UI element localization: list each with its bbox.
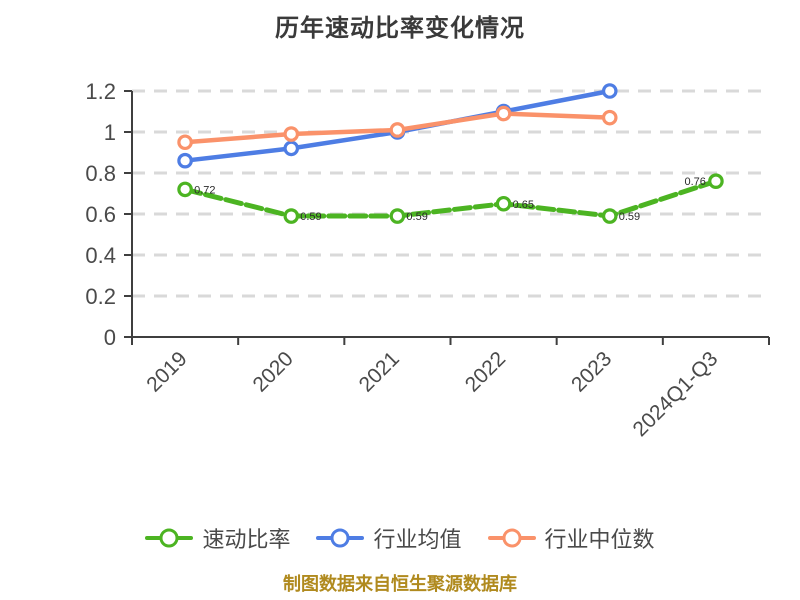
svg-text:1: 1 xyxy=(104,120,116,145)
svg-text:1.2: 1.2 xyxy=(85,79,116,104)
chart-title: 历年速动比率变化情况 xyxy=(275,15,525,42)
legend-item-label: 速动比率 xyxy=(202,527,291,552)
series-quick-ratio: 0.72 0.59 0.59 0.65 0.59 0.76 xyxy=(177,173,724,224)
svg-text:0: 0 xyxy=(104,325,116,350)
y-tick-labels: 0 0.2 0.4 0.6 0.8 1 1.2 xyxy=(85,79,116,350)
plot-area: 0 0.2 0.4 0.6 0.8 1 1.2 2019 2020 2021 2022 2023 202… xyxy=(85,79,770,441)
series-industry-median xyxy=(177,105,618,151)
svg-text:0.65: 0.65 xyxy=(513,199,534,211)
svg-text:2019: 2019 xyxy=(142,347,191,396)
svg-text:0.72: 0.72 xyxy=(194,184,215,196)
svg-text:2023: 2023 xyxy=(567,347,616,396)
svg-text:0.59: 0.59 xyxy=(619,211,640,223)
legend-item-quick-ratio[interactable]: 速动比率 xyxy=(145,522,290,554)
line-circle-marker-icon xyxy=(316,528,365,548)
legend-item-industry-mean[interactable]: 行业均值 xyxy=(316,522,462,554)
svg-text:0.8: 0.8 xyxy=(85,161,116,186)
svg-text:2020: 2020 xyxy=(248,347,297,396)
svg-text:0.4: 0.4 xyxy=(85,243,116,268)
svg-text:2022: 2022 xyxy=(461,347,510,396)
legend-item-label: 行业中位数 xyxy=(544,527,655,552)
legend: 速动比率 行业均值 行业中位数 xyxy=(0,522,800,554)
axes xyxy=(124,90,770,345)
legend-item-label: 行业均值 xyxy=(373,527,462,552)
svg-text:0.76: 0.76 xyxy=(684,176,705,188)
y-gridlines xyxy=(132,89,769,298)
svg-text:0.6: 0.6 xyxy=(85,202,116,227)
svg-text:0.59: 0.59 xyxy=(406,211,427,223)
x-tick-labels: 2019 2020 2021 2022 2023 2024Q1-Q3 xyxy=(142,347,722,441)
svg-text:0.2: 0.2 xyxy=(85,284,116,309)
svg-text:2021: 2021 xyxy=(355,347,404,396)
svg-text:0.59: 0.59 xyxy=(300,211,321,223)
legend-item-industry-median[interactable]: 行业中位数 xyxy=(487,522,655,554)
line-circle-marker-icon xyxy=(145,528,194,548)
line-circle-marker-icon xyxy=(487,528,536,548)
data-source-caption: 制图数据来自恒生聚源数据库 xyxy=(283,574,517,594)
svg-text:2024Q1-Q3: 2024Q1-Q3 xyxy=(629,347,723,441)
